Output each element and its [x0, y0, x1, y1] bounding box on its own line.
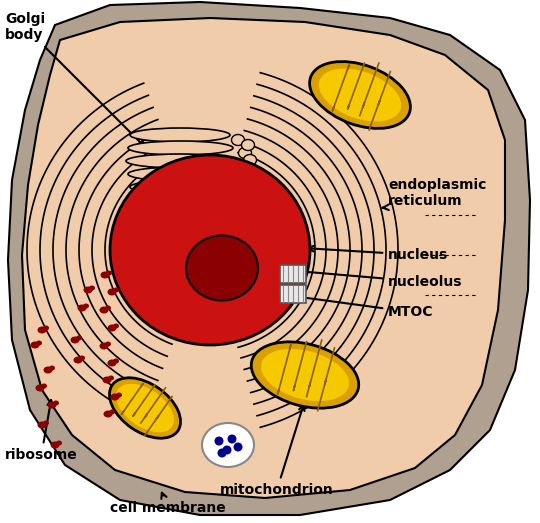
Ellipse shape [37, 326, 46, 334]
Ellipse shape [51, 441, 59, 449]
Ellipse shape [319, 69, 401, 121]
Ellipse shape [48, 402, 57, 408]
Ellipse shape [100, 271, 110, 279]
Ellipse shape [104, 411, 112, 417]
Ellipse shape [309, 62, 410, 129]
Ellipse shape [30, 342, 39, 348]
Ellipse shape [126, 154, 234, 168]
Ellipse shape [36, 340, 42, 346]
Ellipse shape [227, 435, 237, 444]
Text: Golgi
body: Golgi body [5, 12, 144, 146]
Ellipse shape [107, 324, 117, 332]
Ellipse shape [105, 305, 111, 311]
Ellipse shape [108, 376, 114, 381]
Ellipse shape [83, 303, 89, 309]
Ellipse shape [99, 306, 109, 313]
Ellipse shape [128, 141, 233, 155]
Ellipse shape [44, 367, 52, 373]
Ellipse shape [241, 167, 254, 178]
Ellipse shape [186, 235, 258, 301]
Text: MTOC: MTOC [290, 294, 434, 319]
Ellipse shape [84, 287, 92, 293]
Ellipse shape [218, 449, 226, 458]
Text: endoplasmic
reticulum: endoplasmic reticulum [382, 178, 487, 210]
Ellipse shape [214, 437, 224, 446]
Ellipse shape [79, 356, 85, 360]
Text: mitochondrion: mitochondrion [220, 405, 334, 497]
Ellipse shape [113, 288, 119, 292]
Ellipse shape [130, 180, 230, 194]
Ellipse shape [244, 154, 256, 165]
Ellipse shape [78, 304, 86, 312]
Ellipse shape [222, 446, 232, 454]
Ellipse shape [235, 161, 248, 172]
Ellipse shape [36, 384, 44, 392]
Ellipse shape [43, 325, 49, 331]
Ellipse shape [109, 410, 115, 415]
Ellipse shape [241, 140, 254, 151]
Ellipse shape [116, 384, 174, 433]
Ellipse shape [99, 343, 109, 349]
Ellipse shape [103, 377, 111, 383]
Text: nucleus: nucleus [308, 246, 448, 262]
FancyBboxPatch shape [280, 285, 306, 303]
Ellipse shape [233, 442, 242, 451]
Ellipse shape [110, 378, 180, 438]
Ellipse shape [116, 392, 122, 397]
Ellipse shape [76, 335, 82, 340]
Ellipse shape [128, 167, 233, 181]
Ellipse shape [113, 358, 119, 363]
Ellipse shape [49, 366, 55, 370]
Ellipse shape [73, 357, 83, 363]
Text: cell membrane: cell membrane [110, 493, 226, 515]
Ellipse shape [106, 270, 112, 276]
Ellipse shape [232, 175, 245, 186]
Ellipse shape [111, 393, 119, 401]
FancyBboxPatch shape [280, 265, 306, 283]
Ellipse shape [43, 420, 49, 426]
Polygon shape [8, 2, 530, 515]
Ellipse shape [105, 342, 111, 347]
Ellipse shape [232, 134, 245, 145]
Ellipse shape [37, 422, 46, 428]
Ellipse shape [251, 342, 359, 408]
Ellipse shape [130, 128, 230, 142]
Ellipse shape [239, 147, 252, 158]
Ellipse shape [89, 286, 95, 290]
Ellipse shape [53, 401, 59, 405]
Ellipse shape [261, 349, 349, 401]
Ellipse shape [71, 336, 79, 344]
Ellipse shape [107, 289, 117, 295]
Ellipse shape [202, 423, 254, 467]
Ellipse shape [41, 383, 47, 389]
Ellipse shape [110, 155, 310, 345]
Polygon shape [22, 18, 505, 498]
Ellipse shape [56, 440, 62, 446]
Text: nucleolus: nucleolus [266, 266, 462, 289]
Ellipse shape [113, 324, 119, 328]
Ellipse shape [107, 359, 117, 367]
Text: ribosome: ribosome [5, 400, 78, 462]
